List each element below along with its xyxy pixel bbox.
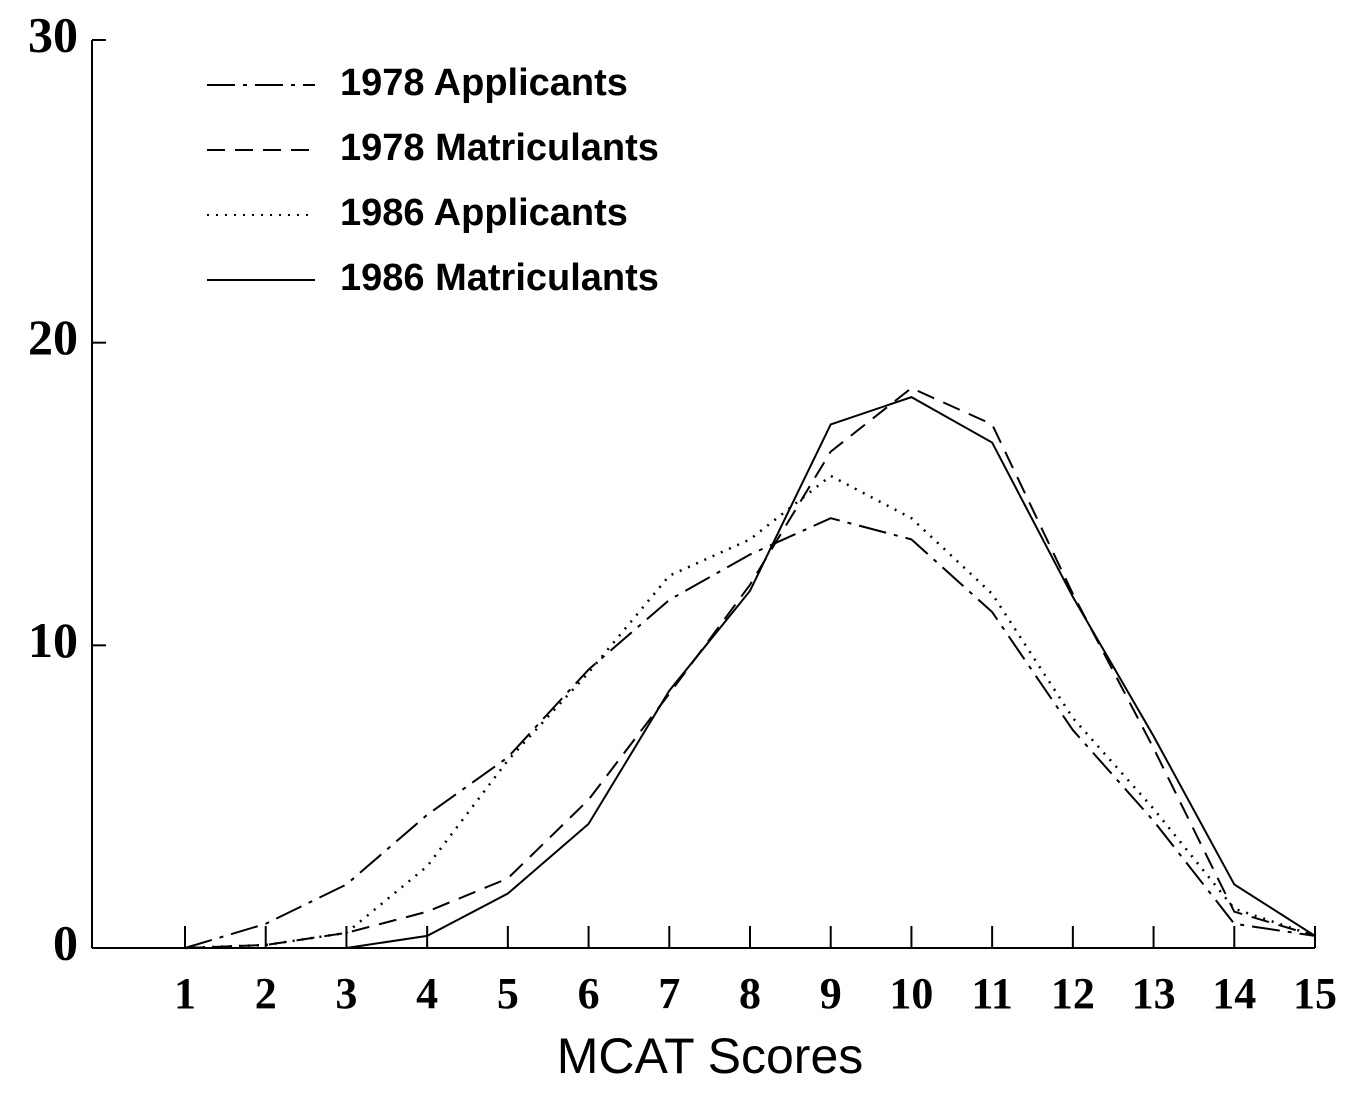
series-line xyxy=(185,396,1316,949)
y-tick-label: 30 xyxy=(28,6,78,62)
x-tick-label: 1 xyxy=(174,969,196,1018)
x-tick-label: 5 xyxy=(497,969,519,1018)
x-tick-label: 13 xyxy=(1132,969,1176,1018)
x-tick-label: 11 xyxy=(971,969,1013,1018)
y-tick-label: 20 xyxy=(28,309,78,365)
y-tick-label: 10 xyxy=(28,612,78,668)
legend-label: 1986 Applicants xyxy=(340,192,628,234)
legend-label: 1978 Applicants xyxy=(340,62,628,104)
x-tick-label: 7 xyxy=(658,969,680,1018)
series-line xyxy=(184,474,1316,950)
x-tick-label: 12 xyxy=(1051,969,1095,1018)
x-tick-label: 3 xyxy=(335,969,357,1018)
x-tick-label: 10 xyxy=(889,969,933,1018)
x-tick-label: 14 xyxy=(1212,969,1256,1018)
series-line xyxy=(184,517,1316,949)
legend-label: 1978 Matriculants xyxy=(340,127,659,169)
x-axis-label: MCAT Scores xyxy=(557,1028,864,1084)
x-tick-label: 6 xyxy=(578,969,600,1018)
x-tick-label: 2 xyxy=(255,969,277,1018)
x-tick-label: 8 xyxy=(739,969,761,1018)
x-tick-label: 9 xyxy=(820,969,842,1018)
series-line xyxy=(184,386,1316,949)
x-tick-label: 15 xyxy=(1293,969,1337,1018)
y-tick-label: 0 xyxy=(53,914,78,970)
legend-label: 1986 Matriculants xyxy=(340,257,659,299)
x-tick-label: 4 xyxy=(416,969,438,1018)
